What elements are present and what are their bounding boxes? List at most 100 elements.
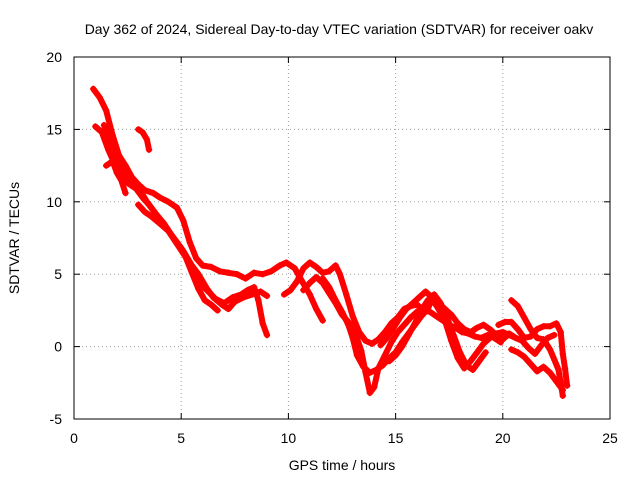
data-point [90, 85, 97, 93]
data-point [107, 140, 114, 148]
x-tick-labels: 0 5 10 15 20 25 [70, 430, 618, 446]
series-line [135, 201, 221, 314]
data-point [349, 334, 356, 342]
y-tick-labels: -5 0 5 10 15 20 [46, 49, 62, 427]
data-point [345, 321, 352, 329]
data-point [135, 201, 142, 208]
data-point [424, 297, 431, 304]
data-point [463, 362, 470, 369]
data-point [551, 356, 558, 363]
data-point [319, 317, 326, 324]
data-point [553, 378, 560, 385]
data-point [102, 107, 110, 114]
data-point [433, 312, 440, 320]
data-point [559, 350, 567, 358]
data-point [533, 334, 541, 342]
data-point [250, 284, 258, 291]
data-point [375, 336, 382, 343]
data-point [454, 320, 461, 327]
data-point [461, 326, 468, 333]
data-point [441, 305, 449, 313]
data-point [141, 208, 148, 216]
data-point [456, 349, 464, 356]
data-point [448, 311, 455, 318]
data-point [467, 328, 474, 336]
data-point [533, 368, 541, 375]
data-point [268, 268, 275, 275]
data-point [244, 286, 251, 294]
data-point [242, 275, 249, 282]
data-point [486, 334, 494, 342]
data-point [353, 352, 361, 359]
data-point [428, 294, 436, 301]
data-point [203, 286, 211, 294]
series-sat-l [508, 297, 567, 400]
data-point [173, 204, 181, 211]
data-point [418, 307, 425, 314]
data-point [407, 314, 414, 321]
data-point [555, 366, 562, 373]
data-point [291, 265, 299, 272]
tick-layer [73, 56, 611, 420]
data-point [508, 297, 515, 304]
data-point [514, 302, 522, 310]
data-point [531, 350, 539, 358]
data-point [383, 334, 391, 342]
data-point [362, 337, 369, 345]
data-point [422, 288, 429, 295]
data-point [220, 299, 228, 307]
data-point [521, 314, 528, 321]
data-point [165, 198, 172, 205]
x-tick-label: 5 [177, 430, 185, 446]
data-point [546, 346, 554, 353]
data-point [368, 340, 376, 347]
data-point [195, 285, 202, 292]
data-point [152, 210, 159, 217]
data-point [540, 336, 547, 343]
data-point [216, 268, 223, 275]
data-point [263, 331, 271, 339]
data-point [469, 366, 476, 373]
plot-frame [73, 56, 611, 420]
data-point [394, 328, 401, 336]
x-axis-label: GPS time / hours [289, 457, 396, 473]
data-point [403, 305, 410, 313]
x-tick-label: 0 [70, 430, 78, 446]
data-point [208, 301, 215, 308]
data-point [349, 312, 356, 320]
data-point [405, 331, 412, 339]
data-point [135, 126, 142, 133]
data-point [561, 365, 569, 372]
data-point [343, 291, 350, 298]
series-sat-f [135, 201, 221, 314]
data-point [360, 363, 367, 371]
data-point [124, 179, 131, 187]
data-point [366, 369, 374, 376]
data-point [306, 291, 314, 298]
data-point [480, 321, 487, 329]
data-point [559, 392, 567, 400]
data-point [143, 136, 151, 143]
data-point [482, 349, 489, 356]
data-point [199, 262, 206, 269]
data-point [306, 279, 314, 287]
data-point [415, 294, 423, 301]
data-point [559, 386, 567, 394]
data-point [201, 297, 208, 304]
data-point [208, 263, 215, 271]
data-point [527, 326, 534, 333]
series-line [495, 319, 571, 389]
series-sat-d [135, 126, 153, 153]
x-tick-label: 25 [602, 430, 618, 446]
data-point [443, 314, 451, 321]
data-point [325, 284, 333, 291]
data-point [499, 328, 506, 336]
data-point [255, 297, 262, 304]
data-point [259, 271, 266, 278]
data-point [476, 357, 483, 365]
data-point [396, 314, 404, 321]
data-point [156, 194, 163, 201]
data-point [156, 220, 163, 227]
series-sat-n [508, 346, 567, 394]
data-point [122, 189, 129, 197]
